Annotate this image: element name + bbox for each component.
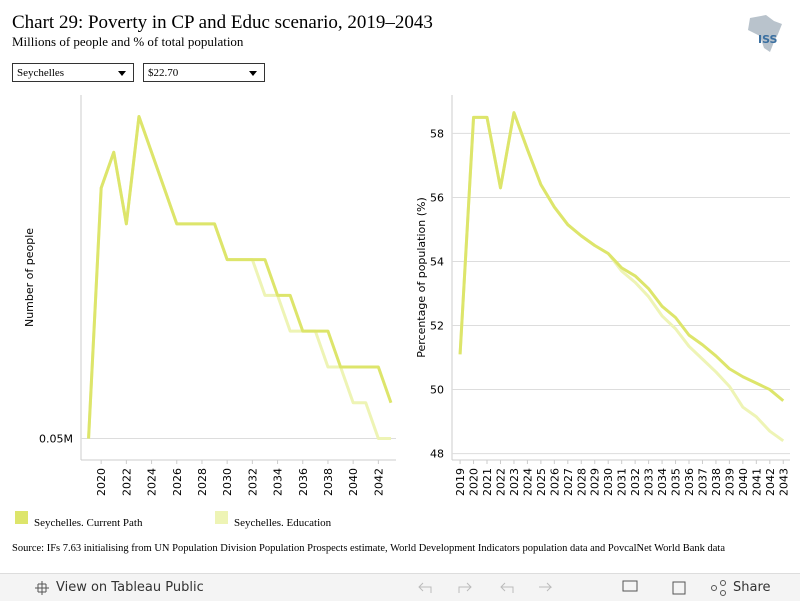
y-axis-label: Number of people <box>23 228 36 327</box>
x-tick-label: 2040 <box>347 468 360 496</box>
x-tick-label: 2042 <box>372 468 385 496</box>
x-tick-label: 2038 <box>710 468 723 496</box>
toolbar-icons <box>418 580 638 593</box>
y-tick-label: 56 <box>430 191 444 204</box>
x-tick-label: 2042 <box>764 468 777 496</box>
x-tick-label: 2028 <box>575 468 588 496</box>
x-tick-label: 2036 <box>297 468 310 496</box>
x-tick-label: 2029 <box>589 468 602 496</box>
source: Source: IFs 7.63 initialising from UN Po… <box>12 543 725 554</box>
x-tick-label: 2030 <box>602 468 615 496</box>
x-tick-label: 2027 <box>562 468 575 496</box>
series-line <box>458 111 785 402</box>
toolbar: View on Tableau Public Share <box>0 573 800 601</box>
share-button[interactable]: Share <box>733 580 771 595</box>
x-tick-label: 2020 <box>95 468 108 496</box>
x-tick-label: 2037 <box>696 468 709 496</box>
x-tick-label: 2035 <box>670 468 683 496</box>
x-tick-label: 2034 <box>656 468 669 496</box>
x-tick-label: 2028 <box>196 468 209 496</box>
x-tick-label: 2025 <box>535 468 548 496</box>
logo-text: ISS <box>758 33 778 46</box>
series-line <box>87 114 393 439</box>
x-tick-label: 2040 <box>737 468 750 496</box>
legend-label: Seychelles. Current Path <box>34 517 143 529</box>
series-line <box>458 111 785 443</box>
x-tick-label: 2031 <box>616 468 629 496</box>
y-tick-label: 50 <box>430 384 444 397</box>
y-tick-label: 54 <box>430 255 444 268</box>
legend-swatch <box>215 511 228 524</box>
x-tick-label: 2019 <box>454 468 467 496</box>
x-tick-label: 2022 <box>120 468 133 496</box>
x-tick-label: 2034 <box>272 468 285 496</box>
x-tick-label: 2021 <box>481 468 494 496</box>
x-tick-label: 2023 <box>508 468 521 496</box>
subtitle: Millions of people and % of total popula… <box>12 34 244 49</box>
y-axis-label: Percentage of population (%) <box>415 197 428 358</box>
x-tick-label: 2030 <box>221 468 234 496</box>
tableau-icon <box>35 581 49 595</box>
legend-swatch <box>15 511 28 524</box>
y-tick-label: 52 <box>430 320 444 333</box>
x-tick-label: 2032 <box>629 468 642 496</box>
x-tick-label: 2022 <box>494 468 507 496</box>
y-tick-label: 48 <box>430 448 444 461</box>
x-tick-label: 2024 <box>521 468 534 496</box>
logo: ISS <box>748 15 782 52</box>
x-tick-label: 2024 <box>146 468 159 496</box>
x-tick-label: 2020 <box>468 468 481 496</box>
dropdown[interactable]: $22.70 <box>143 63 265 82</box>
x-tick-label: 2033 <box>643 468 656 496</box>
view-link[interactable]: View on Tableau Public <box>56 580 204 595</box>
x-tick-label: 2039 <box>723 468 736 496</box>
x-tick-label: 2032 <box>246 468 259 496</box>
share-icon[interactable] <box>710 579 728 597</box>
x-tick-label: 2043 <box>777 468 790 496</box>
x-tick-label: 2036 <box>683 468 696 496</box>
x-tick-label: 2041 <box>750 468 763 496</box>
dropdown[interactable]: Seychelles <box>12 63 134 82</box>
title: Chart 29: Poverty in CP and Educ scenari… <box>12 12 433 33</box>
legend-label: Seychelles. Education <box>234 517 332 529</box>
x-tick-label: 2026 <box>548 468 561 496</box>
fullscreen-icon[interactable] <box>670 579 690 597</box>
x-tick-label: 2038 <box>322 468 335 496</box>
x-tick-label: 2026 <box>171 468 184 496</box>
y-tick-label: 0.05M <box>39 433 73 446</box>
y-tick-label: 58 <box>430 127 444 140</box>
